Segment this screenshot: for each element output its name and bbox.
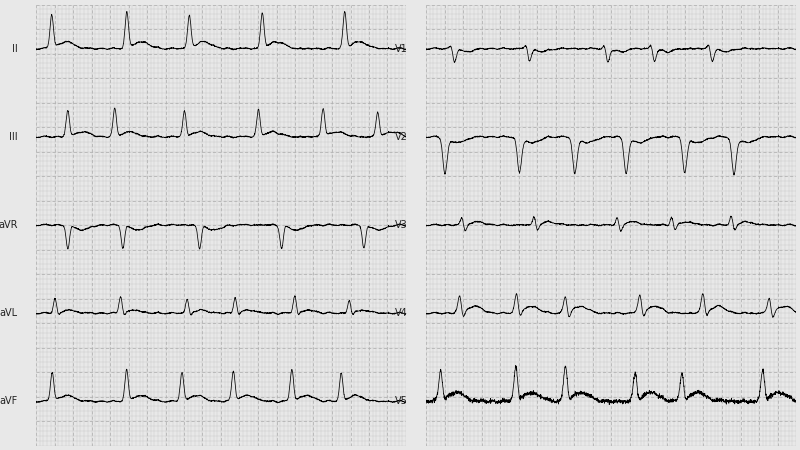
Text: III: III [9, 132, 18, 142]
Text: aVL: aVL [0, 308, 18, 318]
Text: V4: V4 [394, 308, 407, 318]
Text: V2: V2 [394, 132, 407, 142]
Text: V5: V5 [394, 396, 407, 406]
Text: V3: V3 [394, 220, 407, 230]
Text: aVR: aVR [0, 220, 18, 230]
Text: II: II [12, 44, 18, 54]
Text: V1: V1 [394, 44, 407, 54]
Text: aVF: aVF [0, 396, 18, 406]
